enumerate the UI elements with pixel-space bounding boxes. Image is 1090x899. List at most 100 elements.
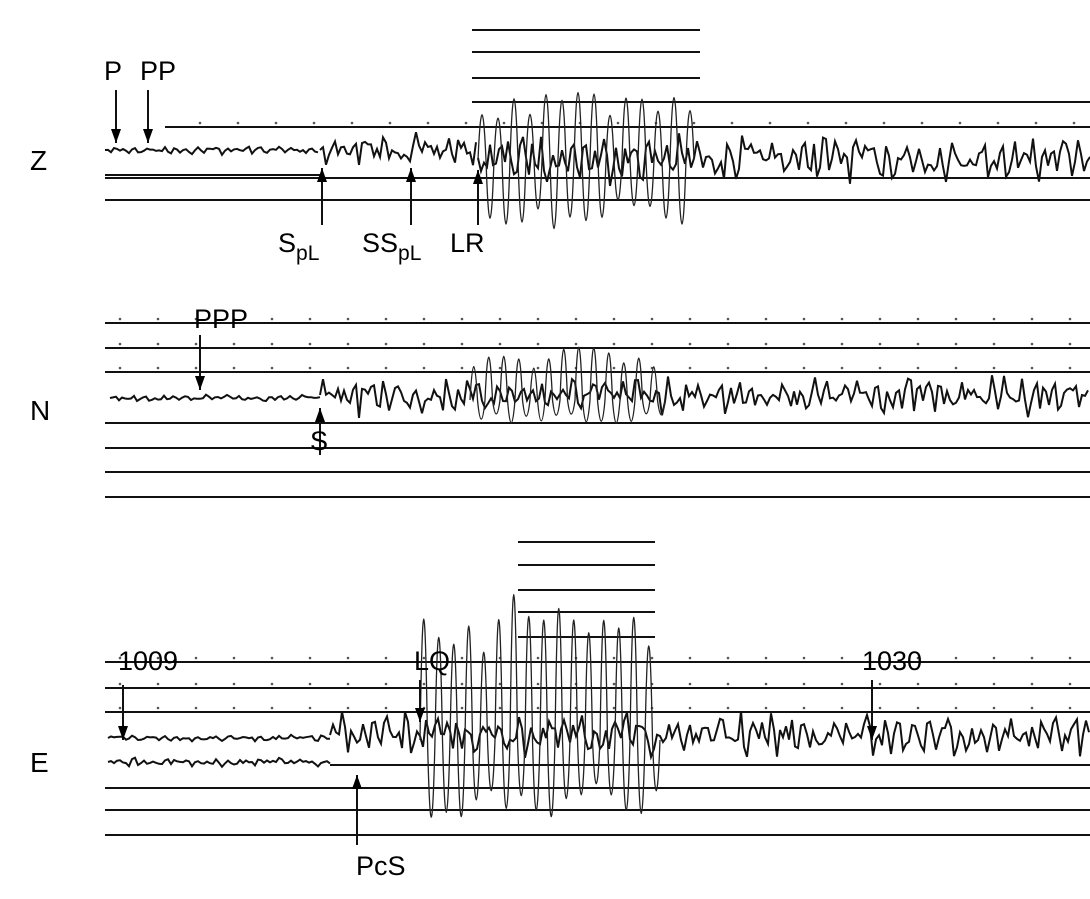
timing-dot [347,707,350,710]
trace-burst [420,595,660,818]
timing-dot [769,122,772,125]
phase-label: SpL [278,228,319,265]
timing-dot [423,318,426,321]
timing-dot [309,343,312,346]
arrow-head [143,129,153,143]
timing-dot [233,657,236,660]
timing-dot [955,707,958,710]
timing-dot [385,657,388,660]
timing-dot [689,367,692,370]
timing-dot [803,707,806,710]
timing-dot [537,683,540,686]
component-label: Z [30,145,47,176]
timing-dot [427,122,430,125]
timing-dot [1069,707,1072,710]
timing-dot [195,707,198,710]
phase-label-sub: pL [296,242,319,265]
timing-dot [617,122,620,125]
timing-dot [883,122,886,125]
timing-dot [271,318,274,321]
phase-label: LR [450,228,485,258]
timing-dot [689,318,692,321]
trace-wiggle [330,711,1089,758]
timing-dot [841,707,844,710]
phase-label: LQ [414,646,450,676]
timing-dot [803,343,806,346]
timing-dot [727,707,730,710]
timing-dot [765,657,768,660]
phase-label-main: SS [362,228,398,258]
seismogram: Z N E P PP SpL SSpL LR PPP S 1009 LQ 103… [0,0,1090,899]
timing-dot [423,367,426,370]
timing-dot [237,122,240,125]
timing-dot [879,707,882,710]
timing-dot [233,683,236,686]
timing-dot [841,657,844,660]
timing-dot [461,318,464,321]
timing-dot [537,367,540,370]
timing-dot [423,683,426,686]
timing-dot [765,707,768,710]
phase-label: 1030 [862,646,922,676]
phase-label: 1009 [118,646,178,676]
timing-dot [271,343,274,346]
timing-dot [765,683,768,686]
timing-dot [689,683,692,686]
timing-dot [841,367,844,370]
arrow-head [352,775,362,789]
timing-dot [879,343,882,346]
timing-dot [351,122,354,125]
timing-dot [157,683,160,686]
timing-dot [921,122,924,125]
timing-dot [1031,657,1034,660]
timing-dot [613,707,616,710]
timing-dot [959,122,962,125]
timing-dot [1031,318,1034,321]
trace-burst [478,93,694,229]
timing-dot [385,318,388,321]
timing-dot [993,367,996,370]
trace-burst [470,347,665,423]
phase-label: P [104,56,122,86]
timing-dot [917,367,920,370]
timing-dot [803,367,806,370]
timing-dot [309,683,312,686]
phase-label: PcS [356,851,406,881]
timing-dot [765,343,768,346]
timing-dot [955,318,958,321]
trace-wiggle [108,758,330,767]
timing-dot [845,122,848,125]
timing-dot [195,683,198,686]
timing-dot [119,683,122,686]
timing-dot [803,318,806,321]
timing-dot [993,707,996,710]
component-label: E [30,747,49,778]
timing-dot [465,122,468,125]
timing-dot [879,367,882,370]
trace-wiggle [320,375,1088,418]
traces-layer [105,30,1090,845]
timing-dot [803,657,806,660]
timing-dot [693,122,696,125]
timing-dot [955,343,958,346]
timing-dot [731,122,734,125]
timing-dot [1069,318,1072,321]
timing-dot [1035,122,1038,125]
arrow-head [315,408,325,422]
timing-dot [461,707,464,710]
timing-dot [271,657,274,660]
phase-label: PP [140,56,176,86]
timing-dot [727,318,730,321]
timing-dot [537,707,540,710]
timing-dot [689,657,692,660]
timing-dot [157,707,160,710]
arrow-head [195,376,205,390]
timing-dot [157,367,160,370]
timing-dot [651,318,654,321]
timing-dot [119,318,122,321]
timing-dot [575,318,578,321]
timing-dot [461,657,464,660]
timing-dot [461,367,464,370]
timing-dot [955,683,958,686]
timing-dot [1031,343,1034,346]
